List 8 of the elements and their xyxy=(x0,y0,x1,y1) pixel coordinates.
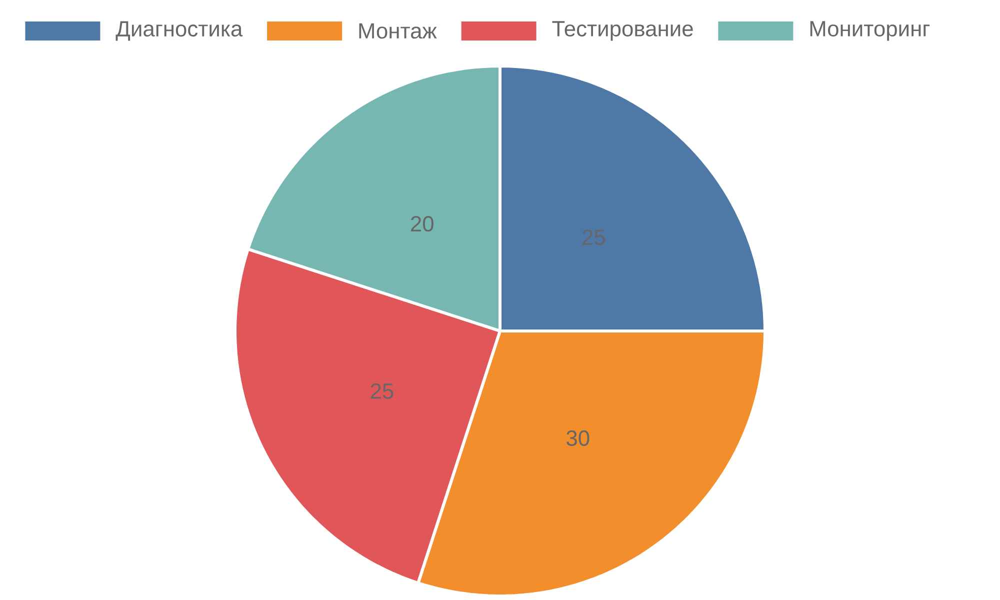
legend-label: Монтаж xyxy=(359,23,437,39)
data-label: 30 xyxy=(566,430,590,446)
legend-label: Мониторинг xyxy=(810,21,930,41)
data-label: 25 xyxy=(370,383,394,399)
data-label: 20 xyxy=(411,216,434,232)
legend-label: Диагностика xyxy=(116,21,243,41)
data-label: 25 xyxy=(582,230,605,246)
legend-label: Тестирование xyxy=(552,21,693,41)
